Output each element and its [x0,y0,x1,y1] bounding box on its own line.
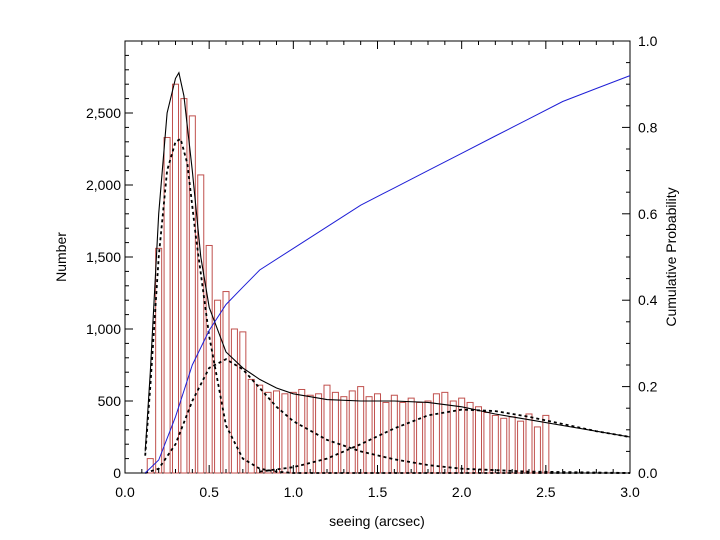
histogram-bar [298,388,306,474]
histogram-bar [247,378,255,474]
histogram-bar [474,406,483,474]
histogram-bar [289,391,297,474]
histogram-bar [264,391,272,474]
histogram-bar [205,244,213,474]
y-axis-title: Number [53,232,69,282]
x-tick-label: 3.0 [620,484,640,500]
histogram-bar [424,400,432,474]
x-tick-label: 2.0 [452,484,472,500]
histogram-bar [500,417,508,474]
histogram-bar [222,291,230,474]
x-tick-label: 1.5 [368,484,388,500]
histogram-bar [230,328,238,474]
x-tick-label: 1.0 [284,484,304,500]
histogram-bars [146,83,550,474]
histogram-bar [365,396,373,474]
x-tick-label: 0.0 [115,484,135,500]
histogram-bar [416,401,424,474]
histogram-bar [517,420,525,474]
histogram-bar [449,400,457,474]
histogram-bar [533,426,541,474]
fit-component-curve [259,408,631,473]
y2-tick-label: 0.4 [638,292,658,308]
y2-tick-label: 1.0 [638,33,658,49]
y2-tick-label: 0.2 [638,379,658,395]
y-tick-label: 2,500 [86,105,121,121]
axes: 0.0 0.5 1.0 1.5 2.0 2.5 3.0 0 500 1,000 1,500 2,000… [86,33,658,500]
y-tick-label: 1,000 [86,321,121,337]
histogram-bar [432,393,440,474]
y2-tick-label: 0.8 [638,119,658,135]
y2-tick-label: 0.6 [638,206,658,222]
histogram-bar [483,412,491,474]
histogram-bar [357,386,365,474]
histogram-bar [382,401,390,474]
y-tick-label: 500 [98,393,122,409]
histogram-bar [373,393,382,474]
y2-axis-title: Cumulative Probability [663,187,679,326]
histogram-bar [399,401,407,474]
y2-tick-label: 0.0 [638,465,658,481]
histogram-bar [281,393,289,474]
x-axis-title: seeing (arcsec) [329,513,425,529]
histogram-bar [171,83,180,474]
histogram-bar [348,390,356,474]
total-fit-curve [144,71,631,452]
histogram-bar [466,401,474,474]
histogram-bar [331,391,339,474]
histogram-bar [340,396,348,474]
histogram-bar [163,136,171,474]
histogram-bar [239,331,247,474]
x-tick-label: 0.5 [199,484,219,500]
cumulative-probability-curve [144,75,631,474]
histogram-bar [390,394,398,474]
y-tick-label: 1,500 [86,249,121,265]
histogram-bar [491,414,499,474]
y-tick-label: 2,000 [86,177,121,193]
histogram-bar [508,416,516,474]
histogram-bar [525,413,533,474]
fit-component-curve [144,358,631,474]
histogram-bar [197,174,205,474]
histogram-bar [306,394,314,474]
x-tick-label: 2.5 [536,484,556,500]
histogram-bar [214,299,222,474]
histogram-bar [542,414,550,474]
y-tick-label: 0 [113,465,121,481]
fit-curves [144,71,631,474]
histogram-bar [256,384,264,474]
fit-component-curve [144,137,630,474]
